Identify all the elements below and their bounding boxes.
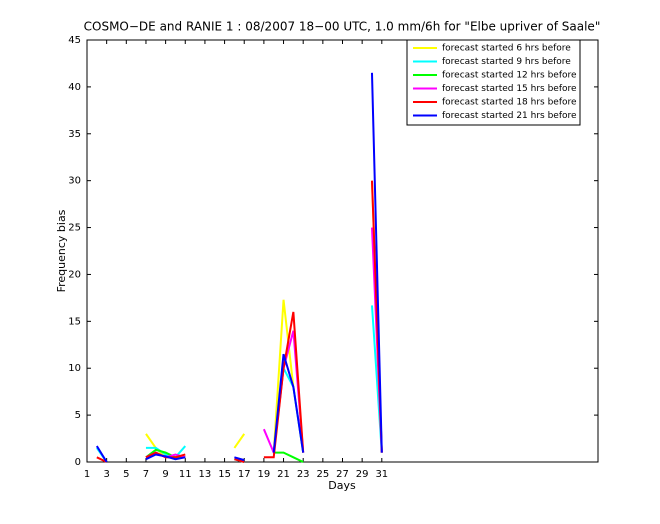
chart-title: COSMO−DE and RANIE 1 : 08/2007 18−00 UTC… bbox=[84, 20, 601, 34]
y-axis-label: Frequency bias bbox=[55, 209, 68, 292]
x-tick-label: 25 bbox=[316, 469, 329, 480]
x-tick-label: 21 bbox=[277, 469, 290, 480]
y-tick-label: 35 bbox=[68, 129, 81, 140]
x-tick-label: 19 bbox=[258, 469, 271, 480]
x-tick-label: 17 bbox=[238, 469, 251, 480]
y-tick-label: 20 bbox=[68, 269, 81, 280]
x-tick-label: 1 bbox=[84, 469, 90, 480]
y-tick-label: 10 bbox=[68, 363, 81, 374]
legend-label: forecast started 9 hrs before bbox=[442, 57, 571, 67]
legend-label: forecast started 6 hrs before bbox=[442, 44, 571, 54]
y-tick-label: 40 bbox=[68, 82, 81, 93]
x-tick-label: 5 bbox=[123, 469, 129, 480]
legend-box bbox=[406, 39, 581, 126]
x-axis-label: Days bbox=[328, 479, 356, 492]
x-tick-label: 27 bbox=[336, 469, 349, 480]
y-tick-label: 25 bbox=[68, 223, 81, 234]
legend-label: forecast started 12 hrs before bbox=[442, 71, 577, 81]
x-tick-label: 9 bbox=[162, 469, 168, 480]
series-line bbox=[95, 72, 383, 463]
legend-label: forecast started 21 hrs before bbox=[442, 111, 577, 121]
x-tick-label: 3 bbox=[103, 469, 109, 480]
y-tick-label: 15 bbox=[68, 316, 81, 327]
legend-label: forecast started 15 hrs before bbox=[442, 84, 577, 94]
x-tick-label: 13 bbox=[199, 469, 212, 480]
x-tick-label: 31 bbox=[375, 469, 388, 480]
x-tick-label: 7 bbox=[143, 469, 149, 480]
x-tick-label: 15 bbox=[218, 469, 231, 480]
legend: forecast started 6 hrs before forecast st… bbox=[406, 39, 581, 126]
y-tick-label: 30 bbox=[68, 176, 81, 187]
y-tick-label: 45 bbox=[68, 35, 81, 46]
x-tick-label: 11 bbox=[179, 469, 192, 480]
y-tick-label: 5 bbox=[75, 410, 81, 421]
x-tick-label: 23 bbox=[297, 469, 310, 480]
y-tick-label: 0 bbox=[75, 457, 81, 468]
x-tick-label: 29 bbox=[356, 469, 369, 480]
legend-label: forecast started 18 hrs before bbox=[442, 98, 577, 108]
